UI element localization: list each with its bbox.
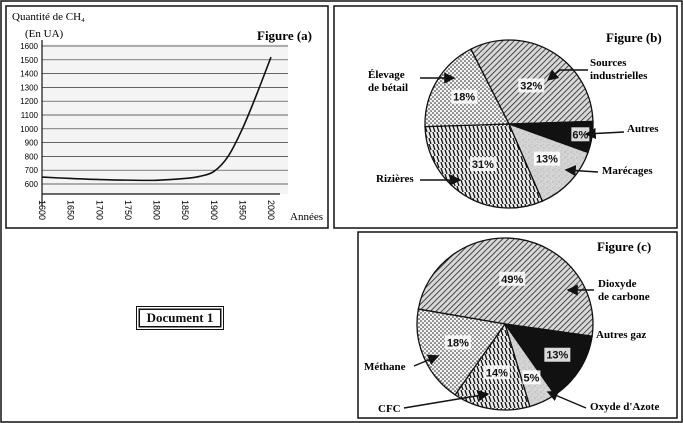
arrow-cfc bbox=[403, 390, 490, 409]
percent-label: 13% bbox=[546, 350, 568, 362]
legend-label-autres: Autres bbox=[627, 123, 659, 135]
percent-label-bg bbox=[444, 335, 471, 350]
y-tick-labels: 600 700 800 900 1000 1100 1200 1300 1400 1500 1600 bbox=[20, 42, 38, 189]
legend-label-cfc: CFC bbox=[378, 403, 401, 415]
figure-a-line-chart: 600 700 800 900 1000 1100 1200 1300 1400 1500 1600… bbox=[12, 11, 323, 223]
pie-slices bbox=[424, 39, 594, 209]
pie-slice--levage-de-b-tail bbox=[424, 48, 511, 128]
y-tick-label: 1400 bbox=[20, 70, 38, 79]
legend-label-autres-gaz: Autres gaz bbox=[596, 329, 646, 341]
y-axis-label: Quantité de CH₄ bbox=[12, 11, 85, 23]
percent-label-bg bbox=[451, 89, 478, 104]
percent-label: 32% bbox=[520, 80, 542, 92]
x-tick-label: 1800 bbox=[152, 200, 162, 220]
figure-a-title: Figure (a) bbox=[257, 28, 312, 43]
y-tick-label: 1500 bbox=[20, 56, 38, 65]
y-tick-label: 1300 bbox=[20, 83, 38, 92]
x-tick-label: 1900 bbox=[209, 200, 219, 220]
pie-slices bbox=[416, 237, 594, 411]
percent-label-bg bbox=[522, 370, 541, 385]
x-tick-label: 2000 bbox=[266, 200, 276, 220]
arrow-autres-gaz bbox=[568, 332, 593, 344]
arrow-methane bbox=[413, 354, 440, 367]
percent-label-bg bbox=[544, 347, 571, 362]
y-tick-label: 800 bbox=[25, 152, 39, 161]
x-tick-label: 1850 bbox=[180, 200, 190, 220]
figure-a-frame bbox=[5, 5, 329, 229]
legend-label-co2: Dioxyde de carbone bbox=[598, 278, 650, 303]
percent-label-bg bbox=[469, 157, 496, 172]
pie-slice-m-thane bbox=[416, 308, 507, 396]
arrow-marecages bbox=[564, 165, 599, 177]
percent-label: 5% bbox=[524, 372, 540, 384]
figure-c-frame bbox=[357, 231, 678, 419]
y-tick-label: 600 bbox=[25, 180, 39, 189]
percent-label-bg bbox=[533, 151, 560, 166]
figure-c-pie-chart: Figure (c) 49% 13% 5% 14% 18% Dioxyde de carb… bbox=[364, 237, 659, 415]
percent-label: 14% bbox=[486, 367, 508, 379]
percent-label: 13% bbox=[536, 154, 558, 166]
x-tick-label: 1750 bbox=[123, 200, 133, 220]
methane-series-line bbox=[41, 56, 272, 182]
gridlines bbox=[42, 45, 288, 185]
x-tick-label: 1950 bbox=[237, 200, 247, 220]
x-axis-label: Années bbox=[290, 211, 323, 223]
percent-label: 49% bbox=[501, 274, 523, 286]
y-tick-label: 1000 bbox=[20, 125, 38, 134]
x-tick-label: 1700 bbox=[94, 200, 104, 220]
percent-label-bg bbox=[483, 365, 510, 380]
legend-label-marecages: Marécages bbox=[602, 165, 653, 177]
x-tick-label: 1650 bbox=[66, 200, 76, 220]
plot-area bbox=[42, 44, 288, 194]
slice-percent-labels: 32% 6% 13% 31% 18% bbox=[451, 78, 590, 172]
percent-label: 31% bbox=[472, 159, 494, 171]
legend-label-elevage: Élevage de bétail bbox=[368, 69, 408, 94]
x-tick-labels: 1600 1650 1700 1750 1800 1850 1900 1950 2000 bbox=[37, 200, 276, 220]
y-tick-label: 1600 bbox=[20, 42, 38, 51]
y-tick-label: 900 bbox=[25, 139, 39, 148]
figure-b-title: Figure (b) bbox=[606, 30, 662, 45]
document-label: Document 1 bbox=[136, 306, 224, 330]
percent-label: 18% bbox=[447, 337, 469, 349]
pie-slice-dioxyde-de-carbone bbox=[417, 237, 594, 337]
arrow-sources bbox=[546, 69, 588, 81]
percent-label: 18% bbox=[453, 91, 475, 103]
legend-label-n2o: Oxyde d'Azote bbox=[590, 401, 659, 413]
y-tick-label: 1100 bbox=[21, 111, 39, 120]
arrow-autres bbox=[584, 127, 625, 140]
figure-c-title: Figure (c) bbox=[597, 239, 651, 254]
percent-label: 6% bbox=[572, 129, 588, 141]
legend-label-methane: Méthane bbox=[364, 361, 406, 373]
x-tick-label: 1600 bbox=[37, 200, 47, 220]
legend-label-rizieres: Rizières bbox=[376, 173, 414, 185]
percent-label-bg bbox=[499, 271, 526, 286]
figure-b-frame bbox=[333, 5, 678, 229]
y-tick-label: 1200 bbox=[20, 97, 38, 106]
y-axis-unit: (En UA) bbox=[25, 28, 64, 40]
y-tick-label: 700 bbox=[25, 166, 39, 175]
figure-b-pie-chart: Figure (b) 32% 6% 13% 31% 18% Sources industr… bbox=[368, 30, 662, 209]
arrow-n2o bbox=[546, 390, 587, 409]
slice-percent-labels: 49% 13% 5% 14% 18% bbox=[444, 271, 571, 385]
percent-label-bg bbox=[518, 78, 545, 93]
legend-label-sources: Sources industrielles bbox=[590, 57, 648, 82]
